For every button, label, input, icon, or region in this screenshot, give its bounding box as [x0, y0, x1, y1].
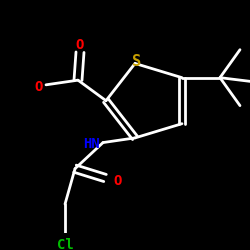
Text: S: S — [132, 54, 141, 69]
Text: O: O — [113, 174, 122, 188]
Text: O: O — [76, 38, 84, 52]
Text: HN: HN — [83, 138, 100, 151]
Text: Cl: Cl — [57, 238, 74, 250]
Text: O: O — [34, 80, 43, 94]
